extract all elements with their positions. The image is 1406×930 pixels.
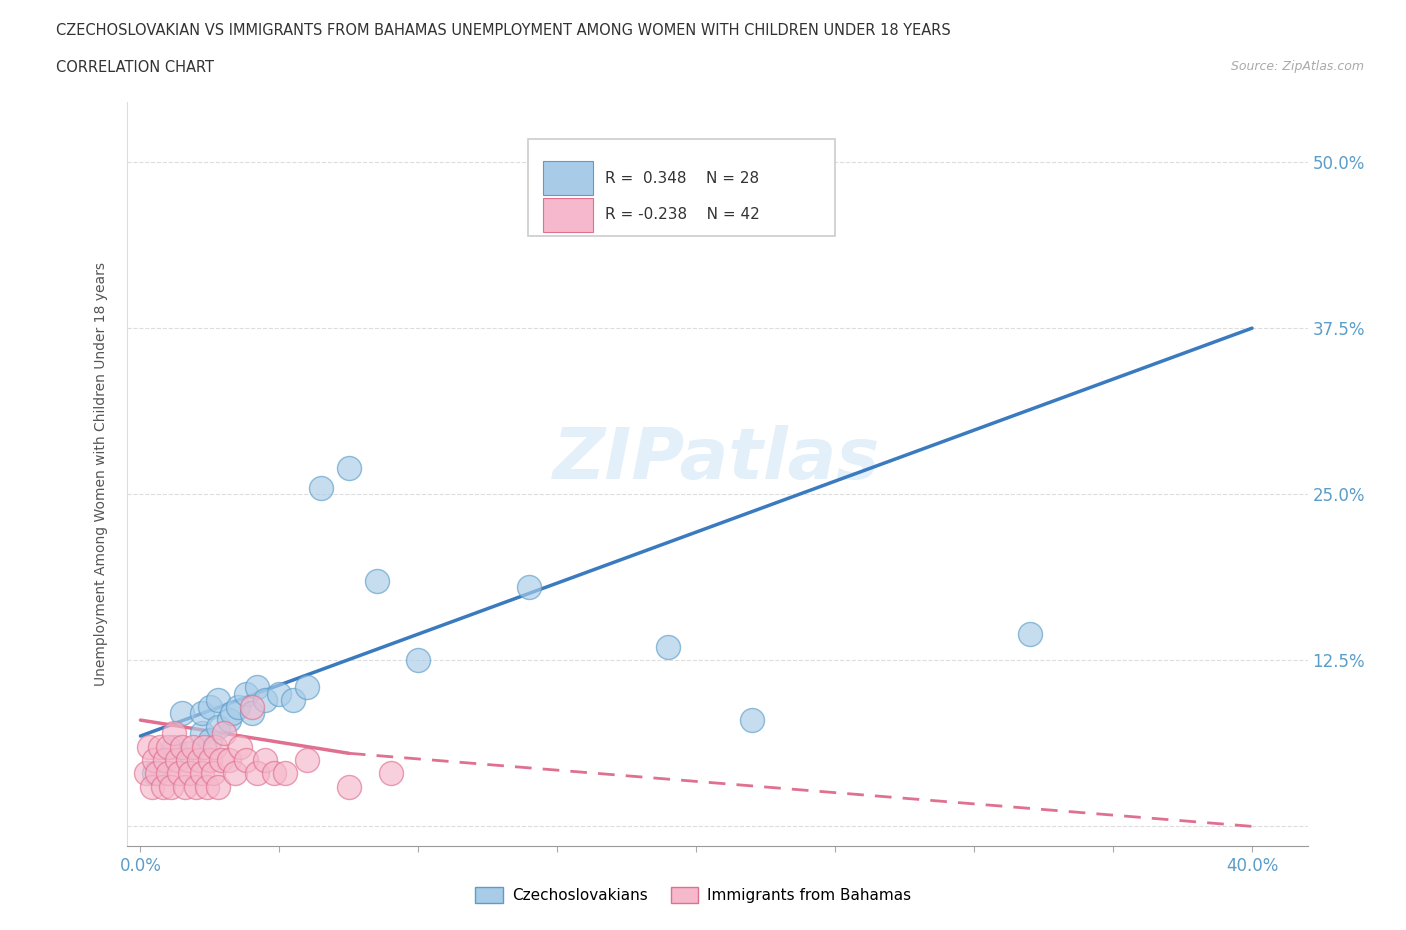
Point xyxy=(218,712,240,727)
Y-axis label: Unemployment Among Women with Children Under 18 years: Unemployment Among Women with Children U… xyxy=(94,262,108,686)
Point xyxy=(519,579,541,594)
Point xyxy=(254,693,277,708)
Point xyxy=(201,765,224,780)
Point xyxy=(229,739,252,754)
Point xyxy=(141,779,163,794)
Point xyxy=(190,726,212,741)
Point xyxy=(269,686,291,701)
Point xyxy=(207,779,229,794)
FancyBboxPatch shape xyxy=(544,198,593,232)
Point xyxy=(221,706,243,721)
Point xyxy=(741,712,763,727)
Point xyxy=(337,779,360,794)
Point xyxy=(198,733,221,748)
Point xyxy=(254,752,277,767)
Point xyxy=(246,765,269,780)
Point xyxy=(152,779,174,794)
Point xyxy=(309,480,332,495)
Point xyxy=(295,680,318,695)
Text: CORRELATION CHART: CORRELATION CHART xyxy=(56,60,214,75)
Point xyxy=(187,752,209,767)
Point xyxy=(207,719,229,734)
FancyBboxPatch shape xyxy=(544,161,593,195)
Point xyxy=(226,699,249,714)
Point xyxy=(172,739,194,754)
Text: ZIPatlas: ZIPatlas xyxy=(554,425,880,494)
Point xyxy=(179,746,201,761)
Point xyxy=(157,739,180,754)
Point xyxy=(190,706,212,721)
Point xyxy=(155,752,177,767)
Point xyxy=(166,752,188,767)
FancyBboxPatch shape xyxy=(529,140,835,236)
Point xyxy=(224,765,246,780)
Point xyxy=(181,739,204,754)
Point xyxy=(246,680,269,695)
Point xyxy=(143,752,166,767)
Point xyxy=(190,765,212,780)
Point xyxy=(135,765,157,780)
Point xyxy=(138,739,160,754)
Point xyxy=(207,693,229,708)
Point xyxy=(240,699,263,714)
Point xyxy=(193,739,215,754)
Point xyxy=(274,765,297,780)
Point xyxy=(380,765,402,780)
Point xyxy=(174,779,197,794)
Text: Source: ZipAtlas.com: Source: ZipAtlas.com xyxy=(1230,60,1364,73)
Point xyxy=(240,706,263,721)
Point xyxy=(235,686,257,701)
Legend: Czechoslovakians, Immigrants from Bahamas: Czechoslovakians, Immigrants from Bahama… xyxy=(470,881,918,910)
Point xyxy=(195,779,218,794)
Point xyxy=(218,752,240,767)
Point xyxy=(176,752,198,767)
Point xyxy=(149,739,172,754)
Point xyxy=(337,460,360,475)
Point xyxy=(263,765,285,780)
Point xyxy=(184,779,207,794)
Point xyxy=(408,653,430,668)
Point xyxy=(172,706,194,721)
Text: R =  0.348    N = 28: R = 0.348 N = 28 xyxy=(605,171,759,186)
Point xyxy=(160,779,183,794)
Point xyxy=(146,765,169,780)
Point xyxy=(209,752,232,767)
Point xyxy=(198,752,221,767)
Point xyxy=(295,752,318,767)
Point xyxy=(366,573,388,588)
Point xyxy=(169,765,191,780)
Point xyxy=(198,699,221,714)
Point xyxy=(157,765,180,780)
Point xyxy=(179,765,201,780)
Point xyxy=(283,693,305,708)
Point xyxy=(657,640,679,655)
Point xyxy=(212,726,235,741)
Point xyxy=(143,765,166,780)
Point xyxy=(1018,626,1040,641)
Point xyxy=(163,739,186,754)
Point xyxy=(163,726,186,741)
Point xyxy=(204,739,226,754)
Text: R = -0.238    N = 42: R = -0.238 N = 42 xyxy=(605,207,759,222)
Text: CZECHOSLOVAKIAN VS IMMIGRANTS FROM BAHAMAS UNEMPLOYMENT AMONG WOMEN WITH CHILDRE: CZECHOSLOVAKIAN VS IMMIGRANTS FROM BAHAM… xyxy=(56,23,950,38)
Point xyxy=(235,752,257,767)
